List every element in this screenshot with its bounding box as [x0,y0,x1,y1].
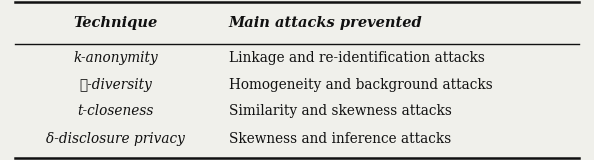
Text: Skewness and inference attacks: Skewness and inference attacks [229,132,451,146]
Text: Homogeneity and background attacks: Homogeneity and background attacks [229,78,492,92]
Text: Linkage and re-identification attacks: Linkage and re-identification attacks [229,51,485,65]
Text: Main attacks prevented: Main attacks prevented [229,16,422,30]
Text: k-anonymity: k-anonymity [74,51,158,65]
Text: δ-disclosure privacy: δ-disclosure privacy [46,132,185,146]
Text: Technique: Technique [74,16,158,30]
Text: ℓ-diversity: ℓ-diversity [80,78,152,92]
Text: t-closeness: t-closeness [78,104,154,118]
Text: Similarity and skewness attacks: Similarity and skewness attacks [229,104,451,118]
